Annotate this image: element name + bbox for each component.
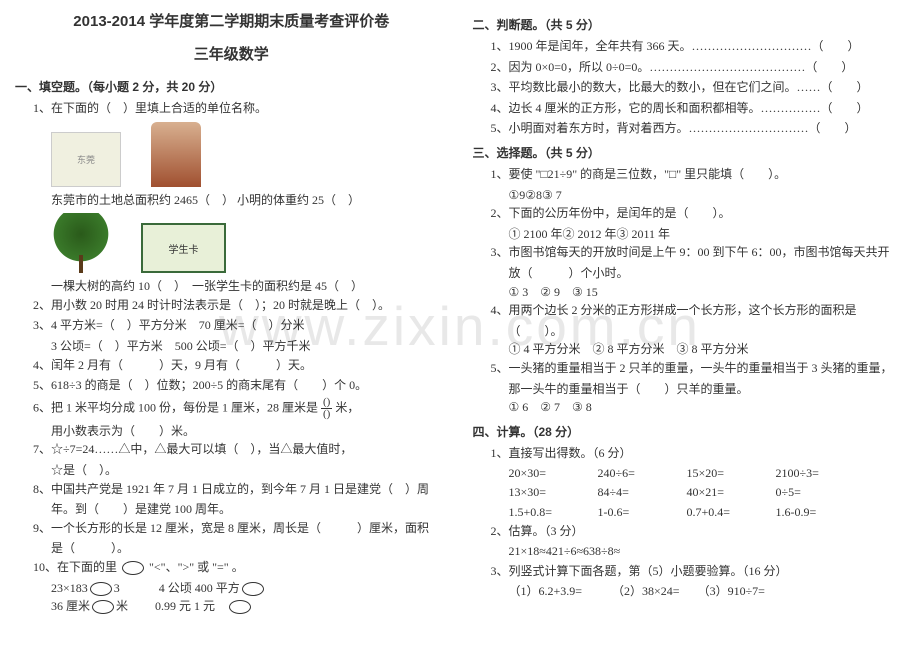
oval-icon bbox=[242, 582, 264, 596]
c3d: 1.6-0.9= bbox=[776, 503, 862, 522]
c2a: 13×30= bbox=[509, 483, 595, 502]
c1b: 240÷6= bbox=[598, 464, 684, 483]
q6c-text: 用小数表示为（ ）米。 bbox=[51, 422, 448, 441]
c1a: 20×30= bbox=[509, 464, 595, 483]
s2q2: 2、因为 0×0=0，所以 0÷0=0。…………………………………（ ） bbox=[491, 58, 906, 77]
left-column: 2013-2014 学年度第二学期期末质量考查评价卷 三年级数学 一、填空题。（… bbox=[15, 10, 448, 616]
s3q1: 1、要使 "□21÷9" 的商是三位数，"□" 里只能填（ ）。 bbox=[491, 165, 906, 184]
s3q5o: ① 6 ② 7 ③ 8 bbox=[509, 398, 906, 417]
oval-icon bbox=[229, 600, 251, 614]
q6a: 6、把 1 米平均分成 100 份，每份是 1 厘米，28 厘米是 bbox=[33, 400, 318, 414]
student-card-image: 学生卡 bbox=[141, 223, 226, 273]
oval-icon bbox=[92, 600, 114, 614]
q10-row1: 23×183 3 4 公顷 400 平方 bbox=[51, 579, 448, 598]
q8a-text: 8、中国共产党是 1921 年 7 月 1 日成立的，到今年 7 月 1 日是建… bbox=[33, 480, 448, 499]
c2d: 0÷5= bbox=[776, 483, 862, 502]
s3q4a: 4、用两个边长 2 分米的正方形拼成一个长方形，这个长方形的面积是 bbox=[491, 301, 906, 320]
c2c: 40×21= bbox=[687, 483, 773, 502]
s3q2o: ① 2100 年② 2012 年③ 2011 年 bbox=[509, 225, 906, 244]
s2q5: 5、小明面对着东方时，背对着西方。…………………………（ ） bbox=[491, 119, 906, 138]
s3q3a: 3、市图书馆每天的开放时间是上午 9：00 到下午 6：00，市图书馆每天共开 bbox=[491, 243, 906, 262]
s4q2: 2、估算。（3 分） bbox=[491, 522, 906, 541]
c1c: 15×20= bbox=[687, 464, 773, 483]
q10r2a: 36 厘米 bbox=[51, 599, 90, 613]
s3q3b: 放（ ）个小时。 bbox=[509, 264, 906, 283]
q10r2b: 米 bbox=[116, 599, 128, 613]
s2q4: 4、边长 4 厘米的正方形，它的周长和面积都相等。……………（ ） bbox=[491, 99, 906, 118]
q7b-text: ☆是（ ）。 bbox=[51, 461, 448, 480]
calc-row-2: 13×30= 84÷4= 40×21= 0÷5= bbox=[509, 483, 906, 502]
vertical-calc-row: （1）6.2+3.9= （2）38×24= （3）910÷7= bbox=[509, 582, 906, 601]
section-2-heading: 二、判断题。（共 5 分） bbox=[473, 16, 906, 33]
q8b-text: 年。到（ ）是建党 100 周年。 bbox=[51, 500, 448, 519]
image-row-1: 东莞 bbox=[51, 122, 448, 187]
page-container: 2013-2014 学年度第二学期期末质量考查评价卷 三年级数学 一、填空题。（… bbox=[0, 0, 920, 626]
oval-icon bbox=[122, 561, 144, 575]
q6-text: 6、把 1 米平均分成 100 份，每份是 1 厘米，28 厘米是 ()() 米… bbox=[33, 397, 448, 420]
q10r1a: 23×183 bbox=[51, 581, 88, 595]
q7a-text: 7、☆÷7=24……△中，△最大可以填（ ），当△最大值时， bbox=[33, 440, 448, 459]
s4q1: 1、直接写出得数。（6 分） bbox=[491, 444, 906, 463]
main-title: 2013-2014 学年度第二学期期末质量考查评价卷 bbox=[15, 10, 448, 31]
q1-caption-b: 一棵大树的高约 10（ ） 一张学生卡的面积约是 45（ ） bbox=[51, 277, 448, 296]
q3-text: 3、4 平方米=（ ）平方分米 70 厘米=（ ）分米 bbox=[33, 316, 448, 335]
q10r1c: 4 公顷 400 平方 bbox=[159, 581, 240, 595]
q9a-text: 9、一个长方形的长是 12 厘米，宽是 8 厘米，周长是（ ）厘米，面积 bbox=[33, 519, 448, 538]
map-image: 东莞 bbox=[51, 132, 121, 187]
s2q1: 1、1900 年是闰年，全年共有 366 天。…………………………（ ） bbox=[491, 37, 906, 56]
q5-text: 5、618÷3 的商是（ ）位数；200÷5 的商末尾有（ ）个 0。 bbox=[33, 376, 448, 395]
image-row-2: 学生卡 bbox=[51, 213, 448, 273]
q1-text: 1、在下面的（ ）里填上合适的单位名称。 bbox=[33, 99, 448, 118]
s4q3: 3、列竖式计算下面各题，第（5）小题要验算。（16 分） bbox=[491, 562, 906, 581]
q10r1b: 3 bbox=[114, 581, 120, 595]
q10-tail: "<"、">" 或 "=" 。 bbox=[149, 560, 244, 574]
q6b: 米， bbox=[335, 400, 359, 414]
s3q5a: 5、一头猪的重量相当于 2 只羊的重量，一头牛的重量相当于 3 头猪的重量， bbox=[491, 359, 906, 378]
sub-title: 三年级数学 bbox=[15, 43, 448, 64]
s3q4b: （ ）。 bbox=[509, 322, 906, 341]
q4-text: 4、闰年 2 月有（ ）天，9 月有（ ）天。 bbox=[33, 356, 448, 375]
s3q1o: ①9②8③ 7 bbox=[509, 186, 906, 205]
q3b-text: 3 公顷=（ ）平方米 500 公顷=（ ）平方千米 bbox=[51, 337, 448, 356]
c3b: 1-0.6= bbox=[598, 503, 684, 522]
right-column: 二、判断题。（共 5 分） 1、1900 年是闰年，全年共有 366 天。………… bbox=[473, 10, 906, 616]
c2b: 84÷4= bbox=[598, 483, 684, 502]
c3c: 0.7+0.4= bbox=[687, 503, 773, 522]
boy-image bbox=[151, 122, 201, 187]
s3q4o: ① 4 平方分米 ② 8 平方分米 ③ 8 平方分米 bbox=[509, 340, 906, 359]
q9b-text: 是（ ）。 bbox=[51, 539, 448, 558]
q10-lead: 10、在下面的里 bbox=[33, 560, 117, 574]
section-3-heading: 三、选择题。（共 5 分） bbox=[473, 144, 906, 161]
calc-row-3: 1.5+0.8= 1-0.6= 0.7+0.4= 1.6-0.9= bbox=[509, 503, 906, 522]
s3q2: 2、下面的公历年份中，是闰年的是（ ）。 bbox=[491, 204, 906, 223]
tree-image bbox=[51, 213, 111, 273]
fraction-blank: ()() bbox=[321, 397, 332, 420]
q10-text: 10、在下面的里 "<"、">" 或 "=" 。 bbox=[33, 558, 448, 577]
c1d: 2100÷3= bbox=[776, 464, 862, 483]
estimate-row: 21×18≈421÷6≈638÷8≈ bbox=[509, 542, 906, 561]
s3q5b: 那一头牛的重量相当于（ ）只羊的重量。 bbox=[509, 380, 906, 399]
oval-icon bbox=[90, 582, 112, 596]
q2-text: 2、用小数 20 时用 24 时计时法表示是（ ）；20 时就是晚上（ ）。 bbox=[33, 296, 448, 315]
section-1-heading: 一、填空题。（每小题 2 分，共 20 分） bbox=[15, 78, 448, 95]
section-4-heading: 四、计算。（28 分） bbox=[473, 423, 906, 440]
q1-caption-a: 东莞市的土地总面积约 2465（ ） 小明的体重约 25（ ） bbox=[51, 191, 448, 210]
c3a: 1.5+0.8= bbox=[509, 503, 595, 522]
q10-row2: 36 厘米 米 0.99 元 1 元 bbox=[51, 597, 448, 616]
calc-row-1: 20×30= 240÷6= 15×20= 2100÷3= bbox=[509, 464, 906, 483]
s2q3: 3、平均数比最小的数大，比最大的数小，但在它们之间。……（ ） bbox=[491, 78, 906, 97]
q10r2c: 0.99 元 1 元 bbox=[155, 599, 215, 613]
s3q3o: ① 3 ② 9 ③ 15 bbox=[509, 283, 906, 302]
